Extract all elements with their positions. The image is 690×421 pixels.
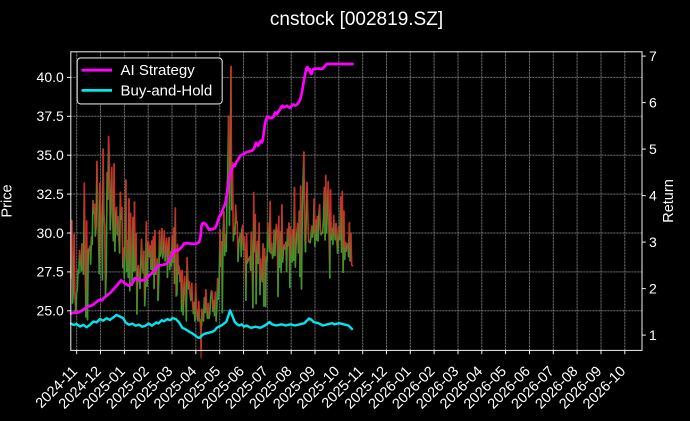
- svg-text:5: 5: [649, 141, 657, 157]
- svg-text:32.5: 32.5: [37, 186, 64, 202]
- svg-text:37.5: 37.5: [37, 108, 64, 124]
- svg-text:6: 6: [649, 94, 657, 110]
- svg-text:40.0: 40.0: [37, 69, 64, 85]
- svg-text:27.5: 27.5: [37, 264, 64, 280]
- svg-text:3: 3: [649, 234, 657, 250]
- svg-text:7: 7: [649, 48, 657, 64]
- svg-text:Return: Return: [661, 179, 677, 223]
- svg-text:2: 2: [649, 280, 657, 296]
- svg-text:35.0: 35.0: [37, 147, 64, 163]
- svg-text:Buy-and-Hold: Buy-and-Hold: [121, 82, 213, 99]
- svg-text:30.0: 30.0: [37, 225, 64, 241]
- svg-text:AI Strategy: AI Strategy: [121, 62, 196, 79]
- svg-text:1: 1: [649, 327, 657, 343]
- svg-text:4: 4: [649, 187, 657, 203]
- svg-text:cnstock [002819.SZ]: cnstock [002819.SZ]: [270, 9, 443, 30]
- svg-text:Price: Price: [0, 184, 16, 217]
- svg-text:25.0: 25.0: [37, 303, 64, 319]
